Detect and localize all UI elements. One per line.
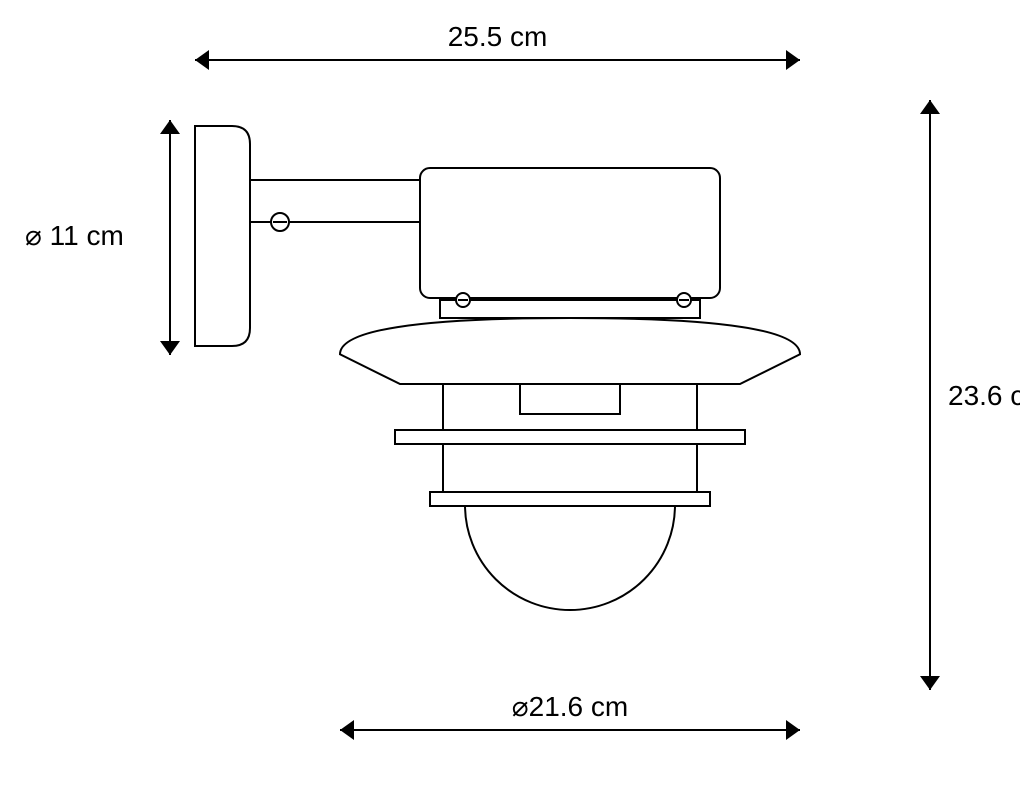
dim-bottom-label: ⌀21.6 cm (512, 691, 628, 722)
lamp-drawing (195, 126, 800, 610)
dim-right-label: 23.6 cm (948, 380, 1020, 411)
dim-top-label: 25.5 cm (448, 21, 548, 52)
dim-left-label: ⌀ 11 cm (25, 220, 124, 251)
